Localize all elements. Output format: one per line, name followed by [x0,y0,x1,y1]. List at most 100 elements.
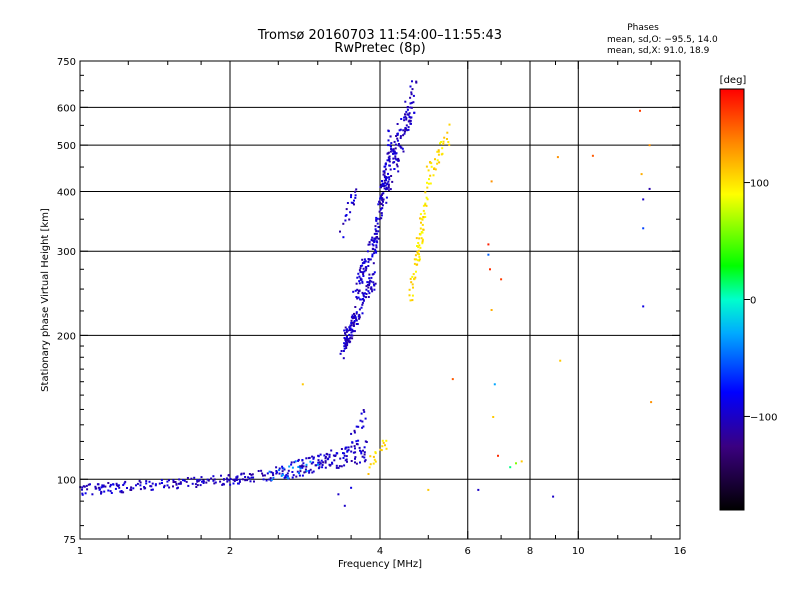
data-point [394,143,397,146]
data-point [427,169,430,172]
data-point [389,144,392,147]
data-point [398,129,401,132]
data-point [232,482,235,485]
data-point [399,137,402,139]
data-point [309,468,312,471]
data-point [326,453,329,456]
data-point [369,463,372,466]
data-point [84,492,87,495]
data-point [381,198,384,201]
data-point [353,321,356,324]
data-point [489,268,491,271]
data-point [384,184,387,187]
data-point [396,123,399,125]
data-point [413,258,416,261]
data-point [178,478,181,481]
data-point [369,455,372,458]
data-point [344,333,347,336]
data-point [361,258,364,261]
data-point [368,258,371,261]
data-point [100,492,102,495]
data-point [365,293,368,295]
data-point [424,216,427,218]
data-point [364,269,367,272]
data-point [166,480,169,483]
data-point [193,476,196,479]
data-point [377,230,380,233]
data-point [389,150,392,153]
data-point [202,480,205,483]
data-point [367,296,370,298]
data-point [410,93,413,96]
data-point [411,283,414,286]
data-point [354,289,357,292]
x-tick-label: 16 [674,546,687,557]
data-point [248,473,251,475]
data-point [280,474,283,477]
data-point [381,439,384,442]
data-point [416,263,419,266]
data-point [222,478,225,481]
data-point [418,253,420,256]
data-point [363,261,366,264]
data-point [196,480,199,483]
data-point [201,480,203,483]
data-point [381,185,384,188]
data-point [357,292,360,295]
data-point [310,462,313,465]
data-point [408,112,411,115]
data-point [367,260,370,263]
data-point [403,116,406,119]
data-point [354,194,357,197]
data-point [384,181,387,184]
data-point [381,182,384,185]
data-point [340,448,343,450]
data-point [396,165,399,168]
data-point [356,276,359,279]
data-point [334,454,337,457]
data-point [357,439,360,442]
data-point [442,142,445,145]
data-point [426,198,429,201]
data-point [345,329,348,332]
data-point [100,490,103,493]
data-point [296,470,299,473]
data-point [268,470,271,473]
data-point [354,451,357,454]
data-point [372,248,375,250]
data-point [424,191,427,194]
data-point [381,192,384,195]
data-point [301,466,304,469]
data-point [404,115,407,118]
data-point [372,455,375,458]
data-point [392,150,395,152]
data-point [237,482,239,485]
colorbar-label: [deg] [720,75,747,86]
data-point [390,175,393,177]
data-point [350,432,353,435]
data-point [94,485,97,488]
data-point [390,145,392,148]
data-point [384,163,387,166]
data-point [150,485,153,488]
data-point [355,440,358,443]
data-point [362,273,365,276]
data-point [415,258,418,261]
data-point [318,461,321,464]
data-point [187,484,190,487]
data-point [416,250,419,253]
data-point [400,146,403,149]
data-point [354,457,356,460]
data-point [384,188,387,191]
data-point [368,273,371,276]
data-point [145,482,148,485]
data-point [200,476,203,479]
data-point [81,493,84,496]
data-point [405,117,408,120]
data-point [422,209,425,212]
data-point [425,165,428,168]
data-point [362,298,365,301]
data-point [367,265,370,267]
data-point [298,472,301,475]
data-point [377,226,380,228]
